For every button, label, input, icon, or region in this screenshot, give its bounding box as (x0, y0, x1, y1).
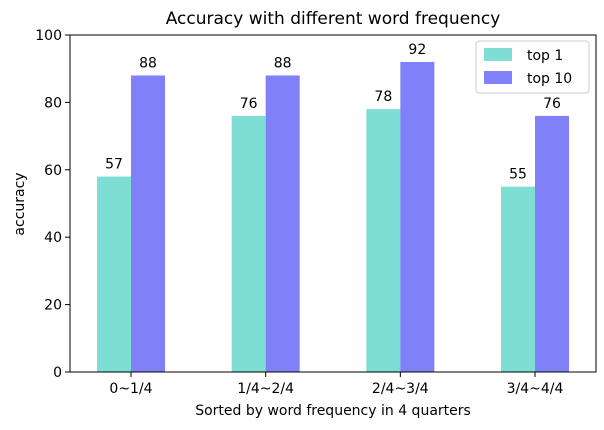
data-label-top-1-3: 78 (374, 89, 392, 105)
data-label-top-1-2: 76 (240, 96, 258, 112)
y-tick-label: 60 (44, 163, 62, 179)
x-axis-label: Sorted by word frequency in 4 quarters (195, 403, 471, 419)
plot-frame (69, 34, 597, 373)
data-label-top-10-1: 88 (139, 55, 157, 71)
data-label-top-10-4: 76 (543, 96, 561, 112)
chart-title: Accuracy with different word frequency (166, 9, 501, 29)
bar-top-1-3 (366, 109, 401, 372)
legend-swatch-top-1 (484, 48, 512, 61)
data-label-top-10-3: 92 (408, 42, 426, 58)
bar-top-1-1 (97, 176, 131, 372)
bar-top-1-4 (501, 186, 535, 372)
bar-top-10-3 (400, 61, 435, 373)
bar-top-10-1 (131, 75, 165, 372)
y-axis-ticks: 0 20 40 60 80 100 (35, 28, 70, 381)
y-axis-label: accuracy (12, 172, 28, 235)
y-tick-label: 0 (53, 365, 62, 381)
bar-top-1-2 (231, 115, 266, 372)
data-label-top-1-4: 55 (509, 167, 527, 183)
x-tick-label: 0~1/4 (109, 381, 152, 397)
bars-layer (97, 61, 569, 373)
x-tick-label: 1/4~2/4 (237, 381, 294, 397)
data-label-top-10-2: 88 (274, 55, 292, 71)
x-tick-label: 3/4~4/4 (507, 381, 564, 397)
y-tick-label: 100 (35, 28, 62, 44)
y-tick-label: 20 (44, 298, 62, 314)
legend-label-top-10: top 10 (527, 71, 572, 87)
legend-swatch-top-10 (484, 71, 512, 84)
x-axis-ticks: 0~1/4 1/4~2/4 2/4~3/4 3/4~4/4 (109, 372, 563, 397)
bar-top-10-2 (265, 75, 300, 372)
x-tick-label: 2/4~3/4 (372, 381, 429, 397)
y-tick-label: 40 (44, 230, 62, 246)
legend: top 1 top 10 (475, 40, 590, 94)
data-label-top-1-1: 57 (105, 157, 123, 173)
y-tick-label: 80 (44, 95, 62, 111)
bar-top-10-4 (535, 115, 569, 372)
legend-label-top-1: top 1 (527, 48, 563, 64)
data-labels-layer: 57 76 78 55 88 88 92 76 (105, 42, 561, 183)
